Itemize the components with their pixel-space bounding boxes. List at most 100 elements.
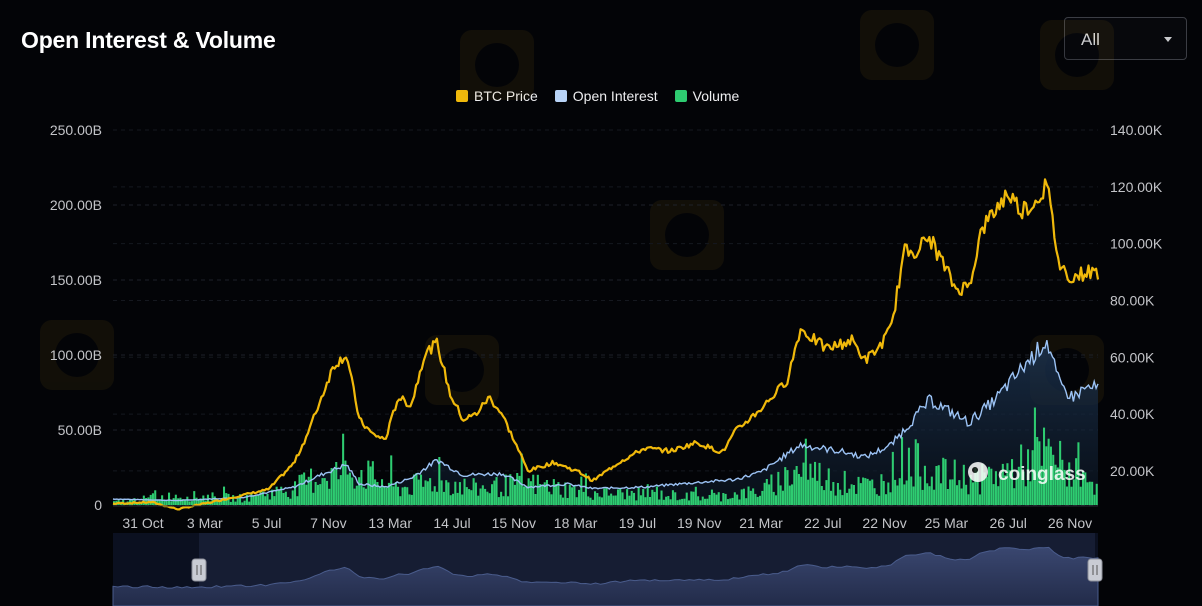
volume-bar	[726, 499, 729, 505]
volume-bar	[335, 462, 338, 505]
volume-bar	[319, 484, 322, 505]
volume-bar	[257, 495, 260, 505]
volume-bar	[468, 489, 471, 505]
y-left-tick-label: 100.00B	[50, 347, 102, 363]
legend-item-open-interest[interactable]: Open Interest	[554, 88, 658, 104]
volume-bar	[910, 476, 913, 505]
volume-bar	[747, 486, 750, 505]
volume-bar	[848, 488, 851, 505]
volume-bar	[745, 498, 748, 505]
volume-bar	[962, 464, 965, 505]
volume-bar	[1070, 486, 1073, 505]
volume-bar	[598, 496, 601, 505]
volume-bar	[500, 491, 503, 505]
volume-bar	[1095, 483, 1098, 505]
volume-bar	[259, 492, 262, 505]
volume-bar	[413, 474, 416, 505]
volume-bar	[671, 490, 674, 505]
watermark-badge	[860, 10, 934, 80]
volume-bar	[862, 477, 865, 505]
watermark-logo	[650, 200, 724, 270]
volume-bar	[284, 491, 287, 505]
volume-bar	[875, 494, 878, 505]
volume-bar	[722, 493, 725, 505]
volume-bar	[710, 489, 713, 505]
volume-bar	[617, 489, 620, 505]
volume-bar	[582, 491, 585, 505]
volume-bar	[1006, 463, 1009, 505]
volume-bar	[754, 493, 757, 505]
volume-bar	[839, 489, 842, 505]
volume-bar	[216, 501, 219, 505]
volume-bar	[273, 496, 276, 505]
volume-bar	[651, 489, 654, 505]
volume-bar	[898, 478, 901, 505]
time-range-select[interactable]: All	[1064, 17, 1187, 60]
volume-bar	[907, 447, 910, 505]
volume-bar	[381, 479, 384, 505]
volume-bar	[580, 476, 583, 505]
volume-bar	[818, 462, 821, 505]
volume-bar	[729, 498, 732, 505]
volume-bar	[518, 475, 521, 505]
volume-bar	[151, 493, 154, 505]
volume-bar	[163, 500, 166, 505]
volume-bar	[921, 489, 924, 505]
volume-bar	[472, 478, 475, 505]
volume-bar	[775, 495, 778, 505]
volume-bar	[596, 493, 599, 505]
volume-bar	[557, 482, 560, 505]
navigator-handle[interactable]	[1087, 558, 1103, 582]
volume-bar	[603, 488, 606, 505]
y-axis-right: 20.00K 40.00K 60.00K 80.00K 100.00K 120.00K 14…	[1110, 122, 1163, 479]
volume-bar	[1063, 469, 1066, 505]
volume-bar	[997, 486, 1000, 505]
legend-item-btc-price[interactable]: BTC Price	[456, 88, 538, 104]
volume-bar	[280, 486, 283, 505]
volume-bar	[901, 437, 904, 505]
volume-bar	[717, 492, 720, 505]
volume-bar	[337, 479, 340, 505]
volume-bar	[326, 480, 329, 505]
volume-bar	[154, 490, 157, 505]
navigator-handle[interactable]	[191, 558, 207, 582]
volume-bar	[1091, 481, 1094, 505]
volume-bar	[218, 500, 221, 505]
watermark-badge	[650, 200, 724, 270]
volume-bar	[793, 469, 796, 505]
volume-bar	[736, 494, 739, 505]
volume-bar	[573, 485, 576, 505]
volume-bar	[188, 501, 191, 505]
volume-bar	[589, 497, 592, 505]
volume-bar	[271, 489, 274, 505]
volume-bar	[190, 501, 193, 505]
volume-bar	[882, 481, 885, 505]
volume-bar	[1079, 486, 1082, 505]
volume-bar	[990, 468, 993, 505]
volume-bar	[779, 485, 782, 505]
legend-item-volume[interactable]: Volume	[674, 88, 739, 104]
volume-bar	[410, 494, 413, 505]
x-tick-label: 22 Jul	[804, 515, 841, 531]
y-left-tick-label: 150.00B	[50, 272, 102, 288]
volume-bar	[917, 443, 920, 505]
volume-bar	[545, 480, 548, 505]
volume-bar	[988, 466, 991, 505]
volume-bar	[944, 459, 947, 505]
watermark-badge-inner	[475, 43, 519, 87]
volume-bar	[759, 495, 762, 505]
volume-bar	[953, 459, 956, 505]
volume-bar	[145, 498, 148, 505]
volume-bar	[800, 476, 803, 505]
volume-bar	[681, 498, 684, 505]
y-axis-left: 0 50.00B 100.00B 150.00B 200.00B 250.00B	[50, 122, 102, 513]
volume-bar	[852, 485, 855, 505]
volume-bar	[850, 484, 853, 505]
range-navigator[interactable]	[112, 533, 1103, 606]
watermark-logo	[460, 30, 534, 100]
volume-bar	[788, 485, 791, 505]
x-tick-label: 31 Oct	[122, 515, 163, 531]
volume-bar	[946, 489, 949, 505]
volume-bar	[784, 467, 787, 505]
